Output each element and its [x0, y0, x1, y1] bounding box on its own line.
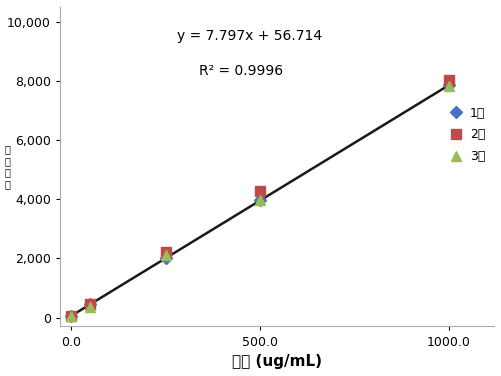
- 3차: [162, 252, 168, 257]
- 2차: [68, 314, 74, 318]
- 1차: [446, 83, 452, 88]
- 1차: [87, 302, 93, 306]
- 1차: [68, 314, 74, 318]
- Line: 3차: 3차: [66, 81, 453, 321]
- Line: 1차: 1차: [67, 81, 453, 320]
- 2차: [87, 302, 93, 306]
- Text: y = 7.797x + 56.714: y = 7.797x + 56.714: [177, 29, 322, 43]
- Line: 2차: 2차: [66, 75, 453, 321]
- 3차: [87, 305, 93, 309]
- Text: R² = 0.9996: R² = 0.9996: [199, 64, 283, 79]
- Text: 피
크
면
적: 피 크 면 적: [5, 144, 11, 189]
- 3차: [257, 198, 263, 202]
- 1차: [257, 197, 263, 202]
- Legend: 1차, 2차, 3차: 1차, 2차, 3차: [446, 104, 488, 165]
- 1차: [162, 256, 168, 261]
- X-axis label: 농도 (ug/mL): 농도 (ug/mL): [232, 354, 322, 369]
- 2차: [162, 250, 168, 254]
- 2차: [446, 78, 452, 82]
- 2차: [257, 189, 263, 194]
- 3차: [68, 314, 74, 318]
- 3차: [446, 83, 452, 88]
